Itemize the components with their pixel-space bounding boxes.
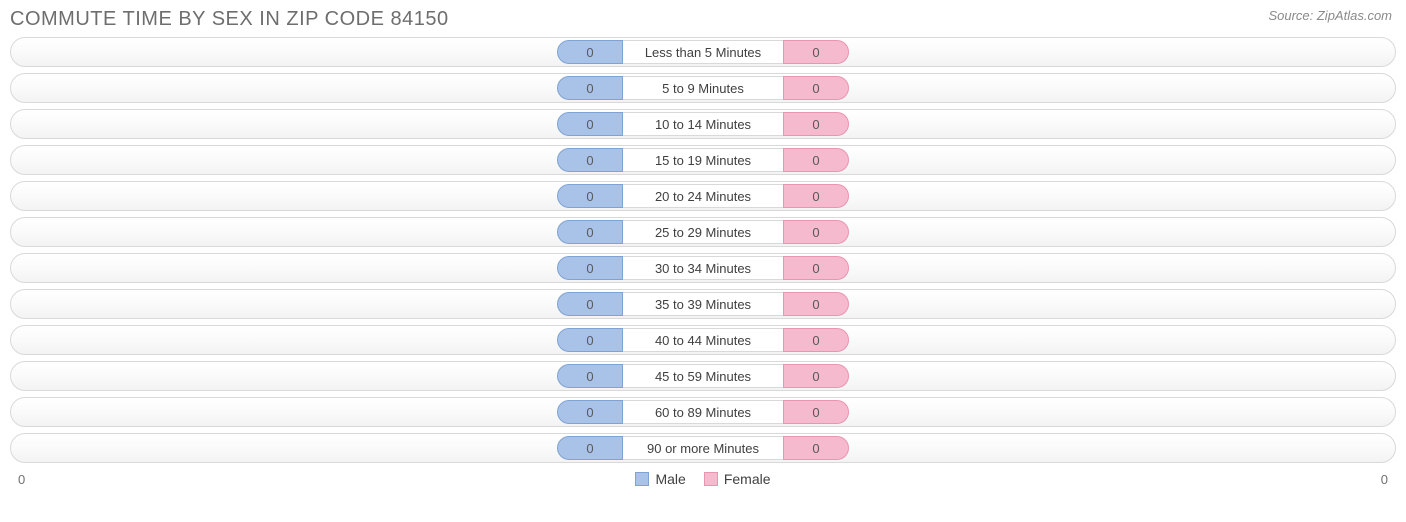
pill-group: 015 to 19 Minutes0: [557, 148, 849, 172]
male-value: 0: [557, 148, 623, 172]
row-label: 40 to 44 Minutes: [623, 328, 783, 352]
bar-row: 020 to 24 Minutes0: [10, 181, 1396, 211]
pill-group: 040 to 44 Minutes0: [557, 328, 849, 352]
male-value: 0: [557, 112, 623, 136]
female-value: 0: [783, 364, 849, 388]
source-attribution: Source: ZipAtlas.com: [1268, 8, 1392, 23]
bar-row: 040 to 44 Minutes0: [10, 325, 1396, 355]
female-value: 0: [783, 184, 849, 208]
male-value: 0: [557, 220, 623, 244]
male-value: 0: [557, 256, 623, 280]
row-label: 30 to 34 Minutes: [623, 256, 783, 280]
female-value: 0: [783, 76, 849, 100]
pill-group: 030 to 34 Minutes0: [557, 256, 849, 280]
row-label: Less than 5 Minutes: [623, 40, 783, 64]
row-label: 60 to 89 Minutes: [623, 400, 783, 424]
male-value: 0: [557, 76, 623, 100]
female-value: 0: [783, 40, 849, 64]
bar-row: 035 to 39 Minutes0: [10, 289, 1396, 319]
pill-group: 025 to 29 Minutes0: [557, 220, 849, 244]
pill-group: 020 to 24 Minutes0: [557, 184, 849, 208]
legend-item-female: Female: [704, 471, 771, 487]
chart-footer: 0 Male Female 0: [0, 469, 1406, 487]
bar-row: 025 to 29 Minutes0: [10, 217, 1396, 247]
pill-group: 045 to 59 Minutes0: [557, 364, 849, 388]
female-value: 0: [783, 220, 849, 244]
female-value: 0: [783, 400, 849, 424]
legend: Male Female: [25, 471, 1381, 487]
female-value: 0: [783, 436, 849, 460]
female-value: 0: [783, 256, 849, 280]
female-swatch-icon: [704, 472, 718, 486]
pill-group: 060 to 89 Minutes0: [557, 400, 849, 424]
bar-row: 060 to 89 Minutes0: [10, 397, 1396, 427]
bar-row: 010 to 14 Minutes0: [10, 109, 1396, 139]
female-value: 0: [783, 328, 849, 352]
pill-group: 035 to 39 Minutes0: [557, 292, 849, 316]
axis-right-value: 0: [1381, 472, 1388, 487]
male-value: 0: [557, 400, 623, 424]
chart-area: 0Less than 5 Minutes005 to 9 Minutes0010…: [0, 37, 1406, 463]
male-value: 0: [557, 436, 623, 460]
male-value: 0: [557, 40, 623, 64]
row-label: 25 to 29 Minutes: [623, 220, 783, 244]
axis-left-value: 0: [18, 472, 25, 487]
row-label: 35 to 39 Minutes: [623, 292, 783, 316]
male-value: 0: [557, 328, 623, 352]
pill-group: 05 to 9 Minutes0: [557, 76, 849, 100]
legend-item-male: Male: [635, 471, 685, 487]
row-label: 20 to 24 Minutes: [623, 184, 783, 208]
male-swatch-icon: [635, 472, 649, 486]
bar-row: 045 to 59 Minutes0: [10, 361, 1396, 391]
row-label: 5 to 9 Minutes: [623, 76, 783, 100]
row-label: 10 to 14 Minutes: [623, 112, 783, 136]
row-label: 90 or more Minutes: [623, 436, 783, 460]
male-value: 0: [557, 364, 623, 388]
male-value: 0: [557, 292, 623, 316]
female-value: 0: [783, 292, 849, 316]
bar-row: 05 to 9 Minutes0: [10, 73, 1396, 103]
pill-group: 090 or more Minutes0: [557, 436, 849, 460]
bar-row: 0Less than 5 Minutes0: [10, 37, 1396, 67]
row-label: 15 to 19 Minutes: [623, 148, 783, 172]
row-label: 45 to 59 Minutes: [623, 364, 783, 388]
female-value: 0: [783, 148, 849, 172]
pill-group: 010 to 14 Minutes0: [557, 112, 849, 136]
chart-title: COMMUTE TIME BY SEX IN ZIP CODE 84150: [10, 8, 449, 31]
male-value: 0: [557, 184, 623, 208]
legend-label-female: Female: [724, 471, 771, 487]
bar-row: 090 or more Minutes0: [10, 433, 1396, 463]
bar-row: 030 to 34 Minutes0: [10, 253, 1396, 283]
pill-group: 0Less than 5 Minutes0: [557, 40, 849, 64]
bar-row: 015 to 19 Minutes0: [10, 145, 1396, 175]
legend-label-male: Male: [655, 471, 685, 487]
female-value: 0: [783, 112, 849, 136]
